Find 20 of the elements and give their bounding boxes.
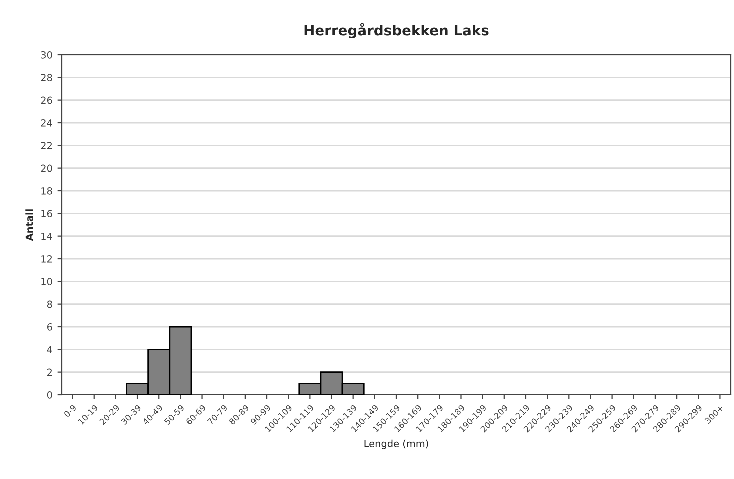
x-axis-title: Lengde (mm) xyxy=(364,440,428,450)
y-tick-label: 8 xyxy=(47,300,52,308)
y-tick-label: 12 xyxy=(42,255,52,263)
y-tick-label: 16 xyxy=(42,210,52,218)
y-tick-label: 20 xyxy=(41,164,52,172)
y-tick-label: 28 xyxy=(41,74,52,82)
y-tick-label: 4 xyxy=(47,346,52,354)
y-tick-label: 22 xyxy=(41,142,52,150)
y-tick-label: 26 xyxy=(41,96,52,104)
y-tick-label: 6 xyxy=(47,323,52,331)
y-tick-label: 18 xyxy=(42,187,52,195)
y-tick-label: 14 xyxy=(42,232,52,240)
x-tick-label: 0-9 xyxy=(64,404,77,418)
y-tick-label: 24 xyxy=(41,119,52,127)
chart-title: Herregårdsbekken Laks xyxy=(304,23,489,39)
y-tick-label: 2 xyxy=(48,368,52,376)
y-tick-label: 0 xyxy=(47,391,52,399)
y-axis-title: Antall xyxy=(26,210,34,242)
y-tick-label: 30 xyxy=(41,51,52,59)
y-tick-label: 10 xyxy=(42,278,52,286)
